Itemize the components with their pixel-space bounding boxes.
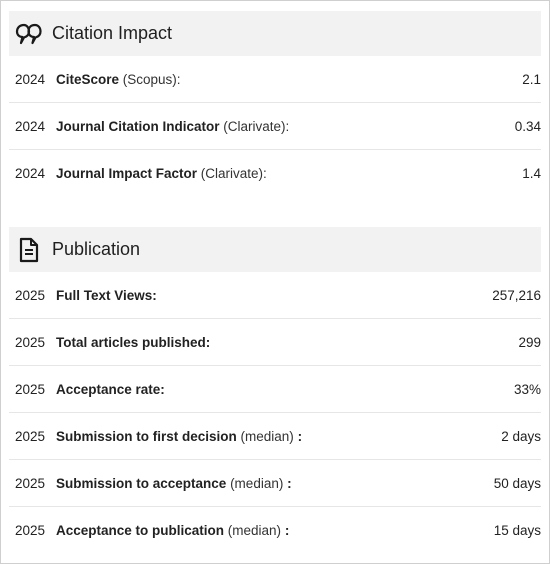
citation-impact-section: Citation Impact 2024 CiteScore (Scopus): 2… <box>9 11 541 197</box>
metric-name: Acceptance rate: <box>56 381 165 397</box>
publication-header: Publication <box>9 227 541 272</box>
metric-value: 299 <box>518 334 541 350</box>
metric-label: Acceptance rate: <box>56 382 481 397</box>
section-title: Publication <box>52 239 141 259</box>
metric-value: 0.34 <box>514 118 541 134</box>
metric-qualifier: (median) <box>226 475 284 491</box>
metric-qualifier: (Clarivate): <box>197 166 267 181</box>
metric-suffix: : <box>281 523 290 538</box>
metric-row: 2025 Submission to acceptance (median) : 5… <box>9 460 541 507</box>
citation-impact-header: Citation Impact <box>9 11 541 56</box>
metric-name: Submission to acceptance <box>56 475 227 491</box>
metric-qualifier: (Scopus): <box>119 71 181 87</box>
metric-name: Full Text Views: <box>56 287 157 303</box>
metric-label: Full Text Views: <box>56 288 481 303</box>
metric-year: 2025 <box>15 381 46 397</box>
metric-suffix: : <box>293 428 303 444</box>
metric-label: Journal Citation Indicator (Clarivate): <box>56 119 481 134</box>
metric-name: Total articles published: <box>56 334 211 350</box>
metric-value: 15 days <box>493 523 541 538</box>
metric-year: 2025 <box>15 334 46 350</box>
metric-label: CiteScore (Scopus): <box>56 72 481 87</box>
metric-row: 2025 Acceptance rate: 33% <box>9 366 541 413</box>
metric-qualifier: (Clarivate): <box>219 118 290 134</box>
metric-value: 50 days <box>493 475 541 491</box>
metric-row: 2024 CiteScore (Scopus): 2.1 <box>9 56 541 103</box>
metric-year: 2025 <box>15 475 46 491</box>
metric-suffix: : <box>283 475 292 491</box>
metric-year: 2025 <box>15 428 46 444</box>
metric-row: 2024 Journal Citation Indicator (Clarivat… <box>9 103 541 150</box>
metric-value: 2.1 <box>522 71 541 87</box>
publication-section: Publication 2025 Full Text Views: 257,216 2… <box>9 227 541 554</box>
metric-label: Journal Impact Factor (Clarivate): <box>56 166 481 181</box>
metric-name: Submission to first decision <box>56 428 237 444</box>
metric-row: 2025 Submission to first decision (median… <box>9 413 541 460</box>
metric-qualifier: (median) <box>224 523 282 538</box>
metric-year: 2025 <box>15 287 46 303</box>
metric-label: Acceptance to publication (median) : <box>56 523 481 538</box>
metric-name: CiteScore <box>56 71 120 87</box>
metric-row: 2025 Acceptance to publication (median) :… <box>9 507 541 554</box>
metric-year: 2025 <box>15 523 46 538</box>
metric-label: Submission to acceptance (median) : <box>56 476 481 491</box>
metric-qualifier: (median) <box>236 428 294 444</box>
metric-row: 2025 Total articles published: 299 <box>9 319 541 366</box>
metric-name: Acceptance to publication <box>56 523 225 538</box>
metric-value: 1.4 <box>522 166 541 181</box>
metric-row: 2024 Journal Impact Factor (Clarivate): 1.… <box>9 150 541 197</box>
metric-label: Total articles published: <box>56 335 481 350</box>
metric-value: 257,216 <box>492 287 541 303</box>
metric-year: 2024 <box>15 118 46 134</box>
metric-name: Journal Impact Factor <box>56 166 198 181</box>
metric-value: 2 days <box>501 428 541 444</box>
metric-name: Journal Citation Indicator <box>56 118 220 134</box>
quote-icon <box>14 19 44 49</box>
metric-year: 2024 <box>15 166 46 181</box>
metric-label: Submission to first decision (median) : <box>56 429 481 444</box>
section-title: Citation Impact <box>52 23 173 43</box>
metric-year: 2024 <box>15 71 46 87</box>
metric-row: 2025 Full Text Views: 257,216 <box>9 272 541 319</box>
metric-value: 33% <box>513 381 541 397</box>
document-icon <box>14 235 44 265</box>
